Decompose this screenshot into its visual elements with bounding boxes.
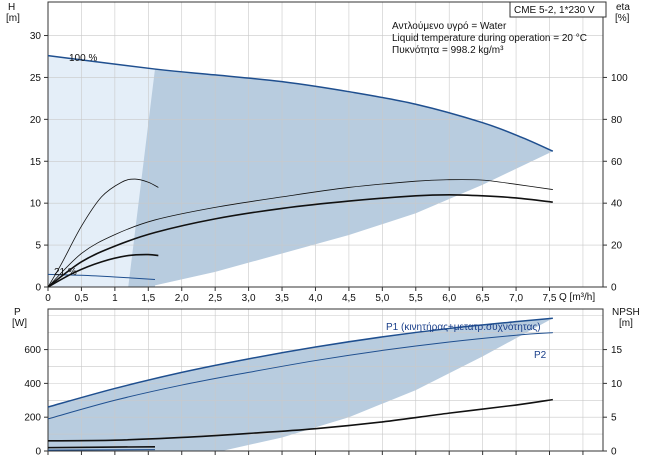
eta-tick-label: 80 — [611, 115, 623, 126]
model-label: CME 5-2, 1*230 V — [514, 5, 595, 16]
x-tick-label: 0 — [45, 293, 51, 304]
model-box — [509, 1, 607, 18]
power-curve-1 — [47, 332, 553, 420]
head-curve-5 — [47, 253, 159, 288]
q-axis-title: Q [m³/h] — [559, 292, 595, 303]
x-tick-label: 7,0 — [509, 293, 523, 304]
eta-tick-label: 40 — [611, 199, 623, 210]
head-curve-3 — [47, 179, 553, 288]
eta-tick-label: 60 — [611, 157, 623, 168]
legend-p1: P1 (κινητήρας+μετατρ.συχνότητας) — [386, 321, 541, 333]
x-tick-label: 6,0 — [442, 293, 456, 304]
x-tick-label: 0,5 — [74, 293, 88, 304]
h-tick-label: 0 — [35, 283, 41, 294]
power-curve-4 — [47, 449, 155, 451]
h-axis-title: H — [8, 2, 15, 13]
x-tick-label: 1 — [112, 293, 118, 304]
npsh-axis-title: NPSH — [612, 307, 640, 318]
h-tick-label: 15 — [30, 157, 42, 168]
head-plot-frame — [47, 1, 604, 288]
eta-axis-title: eta — [616, 2, 630, 13]
p-axis-unit: [W] — [12, 318, 27, 329]
x-tick-label: 4,5 — [342, 293, 356, 304]
note-liquid: Αντλούμενο υγρό = Water — [392, 20, 507, 32]
eta-tick-label: 0 — [611, 283, 617, 294]
h-axis-unit: [m] — [6, 13, 20, 24]
eta-axis-unit: [%] — [615, 13, 630, 24]
p-tick-label: 400 — [24, 379, 41, 390]
head-curve-0 — [47, 54, 554, 152]
h-tick-label: 10 — [30, 199, 42, 210]
h-tick-label: 5 — [35, 241, 41, 252]
x-tick-label: 5,0 — [375, 293, 389, 304]
x-tick-label: 3,0 — [242, 293, 256, 304]
power-curve-0 — [47, 317, 553, 408]
power-plot-frame — [47, 308, 604, 452]
x-tick-label: 5,5 — [409, 293, 423, 304]
h-tick-label: 25 — [30, 73, 42, 84]
x-tick-label: 4,0 — [309, 293, 323, 304]
p-axis-title: P — [14, 307, 21, 318]
x-tick-label: 1,5 — [141, 293, 155, 304]
x-tick-label: 6,5 — [476, 293, 490, 304]
note-density: Πυκνότητα = 998.2 kg/m³ — [392, 44, 504, 56]
h-tick-label: 20 — [30, 115, 42, 126]
npsh-tick-label: 5 — [611, 413, 617, 424]
operating-range-power — [48, 318, 553, 451]
eta-tick-label: 100 — [611, 73, 628, 84]
head-curve-4 — [47, 193, 553, 288]
npsh-tick-label: 0 — [611, 447, 617, 458]
npsh-tick-label: 10 — [611, 379, 623, 390]
eta-tick-label: 20 — [611, 241, 623, 252]
x-tick-label: 2,5 — [208, 293, 222, 304]
annotation-100-percent: 100 % — [69, 53, 97, 64]
annotation-21-percent: 21 % — [54, 267, 77, 278]
p-tick-label: 600 — [24, 345, 41, 356]
note-temperature: Liquid temperature during operation = 20… — [392, 33, 587, 44]
x-tick-label: 3,5 — [275, 293, 289, 304]
p-tick-label: 0 — [35, 447, 41, 458]
power-curve-2 — [47, 398, 553, 442]
x-tick-label: 2,0 — [175, 293, 189, 304]
x-tick-label: 7,5 — [543, 293, 557, 304]
npsh-axis-unit: [m] — [619, 318, 633, 329]
h-tick-label: 30 — [30, 31, 42, 42]
legend-p2: P2 — [534, 350, 547, 361]
npsh-tick-label: 15 — [611, 345, 623, 356]
operating-range-head — [128, 69, 553, 287]
power-curve-3 — [47, 445, 155, 449]
head-curve-2 — [47, 178, 159, 288]
p-tick-label: 200 — [24, 413, 41, 424]
